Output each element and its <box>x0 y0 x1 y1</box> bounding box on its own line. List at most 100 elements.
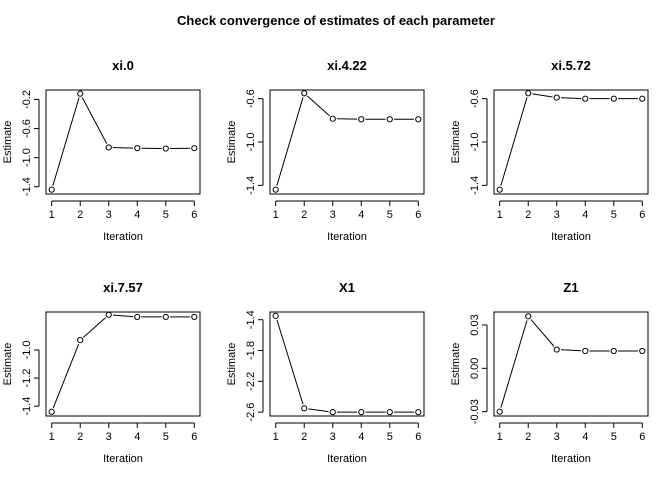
data-point <box>525 313 532 320</box>
y-tick-label: -2.2 <box>245 372 257 391</box>
data-point <box>134 145 141 152</box>
data-point <box>329 409 336 416</box>
x-tick-label: 4 <box>134 209 140 221</box>
x-tick-label: 5 <box>611 209 617 221</box>
data-point <box>582 347 589 355</box>
y-tick-label: -0.03 <box>469 399 481 424</box>
x-tick-label: 6 <box>191 431 197 443</box>
panel-title: xi.7.57 <box>103 280 143 295</box>
data-point <box>610 347 617 355</box>
series-segment <box>560 97 582 100</box>
x-tick-label: 5 <box>387 431 393 443</box>
y-tick-label: -0.6 <box>245 89 257 108</box>
series-segment <box>532 93 553 98</box>
series-segment <box>307 95 330 117</box>
data-point <box>553 94 560 101</box>
panel-5: X1 1 2 3 4 5 6 Iteration -2.6 -2.2 -1.8 -1.4 Estimat… <box>226 280 425 465</box>
x-tick-label: 1 <box>49 209 55 221</box>
x-tick-label: 4 <box>582 209 588 221</box>
y-tick-label: -1.4 <box>245 176 257 195</box>
data-point <box>496 186 503 193</box>
panels-grid: xi.0 1 2 3 4 5 6 Iteration -1.4 -1.0 -0.6 -0.2 Estim… <box>2 58 649 465</box>
x-axis-label: Iteration <box>103 453 143 465</box>
x-tick-label: 5 <box>163 431 169 443</box>
x-tick-label: 2 <box>525 431 531 443</box>
y-axis-label: Estimate <box>226 121 238 164</box>
data-point <box>134 313 141 321</box>
x-tick-label: 4 <box>358 431 364 443</box>
x-tick-label: 2 <box>525 209 531 221</box>
x-tick-label: 1 <box>273 209 279 221</box>
y-tick-label: -1.8 <box>245 341 257 360</box>
plot-frame <box>493 89 649 195</box>
y-tick-label: 0.03 <box>469 314 481 335</box>
series-segment <box>81 97 108 144</box>
x-tick-label: 3 <box>330 209 336 221</box>
x-tick-label: 3 <box>554 431 560 443</box>
series-segment <box>276 319 304 405</box>
series-segment <box>530 319 555 347</box>
x-tick-label: 2 <box>301 431 307 443</box>
x-tick-label: 1 <box>49 431 55 443</box>
series-segment <box>112 147 134 149</box>
plot-frame <box>269 89 425 195</box>
data-point <box>77 337 84 344</box>
x-tick-label: 2 <box>301 209 307 221</box>
data-point <box>553 346 560 353</box>
panel-3: xi.5.72 1 2 3 4 5 6 Iteration -1.4 -1.0 -0.6 Estima… <box>450 58 649 243</box>
series-segment <box>276 97 304 186</box>
data-point <box>415 116 422 123</box>
data-point <box>48 408 55 415</box>
series-segment <box>52 343 80 409</box>
y-tick-label: -0.6 <box>469 89 481 108</box>
panel-6: Z1 1 2 3 4 5 6 Iteration -0.03 0.00 0.03 Estimate <box>450 280 649 465</box>
x-tick-label: 6 <box>191 209 197 221</box>
y-tick-label: 0.00 <box>469 358 481 379</box>
series-segment <box>52 97 80 186</box>
x-tick-label: 3 <box>554 209 560 221</box>
x-tick-label: 3 <box>106 209 112 221</box>
series-segment <box>112 314 134 318</box>
y-axis-label: Estimate <box>2 343 14 386</box>
x-tick-label: 4 <box>134 431 140 443</box>
data-point <box>415 409 422 416</box>
x-tick-label: 1 <box>273 431 279 443</box>
y-tick-label: -1.0 <box>21 148 33 167</box>
x-tick-label: 1 <box>497 209 503 221</box>
series-segment <box>83 317 106 338</box>
x-tick-label: 6 <box>415 209 421 221</box>
x-axis-label: Iteration <box>103 231 143 243</box>
data-point <box>162 313 169 321</box>
data-point <box>358 116 365 123</box>
x-axis-label: Iteration <box>327 453 367 465</box>
x-tick-label: 5 <box>163 209 169 221</box>
data-point <box>105 144 112 151</box>
panel-title: xi.4.22 <box>327 58 367 73</box>
y-tick-label: -0.6 <box>21 119 33 138</box>
y-tick-label: -1.0 <box>245 133 257 152</box>
x-tick-label: 5 <box>387 209 393 221</box>
data-point <box>386 116 393 123</box>
data-point <box>105 311 112 318</box>
x-tick-label: 3 <box>330 431 336 443</box>
x-tick-label: 2 <box>77 209 83 221</box>
data-point <box>358 409 365 416</box>
x-tick-label: 6 <box>415 431 421 443</box>
data-point <box>525 90 532 97</box>
x-tick-label: 2 <box>77 431 83 443</box>
y-tick-label: -1.0 <box>469 133 481 152</box>
x-tick-label: 4 <box>358 209 364 221</box>
x-axis-label: Iteration <box>327 231 367 243</box>
data-point <box>639 347 646 355</box>
data-point <box>610 95 617 102</box>
data-point <box>301 90 308 97</box>
x-tick-label: 6 <box>639 431 645 443</box>
figure-title: Check convergence of estimates of each p… <box>177 13 495 28</box>
y-axis-label: Estimate <box>450 121 462 164</box>
panel-title: xi.0 <box>112 58 134 73</box>
panel-title: xi.5.72 <box>551 58 591 73</box>
data-point <box>77 90 84 97</box>
panel-title: Z1 <box>563 280 578 295</box>
panel-1: xi.0 1 2 3 4 5 6 Iteration -1.4 -1.0 -0.6 -0.2 Estim… <box>2 58 201 243</box>
